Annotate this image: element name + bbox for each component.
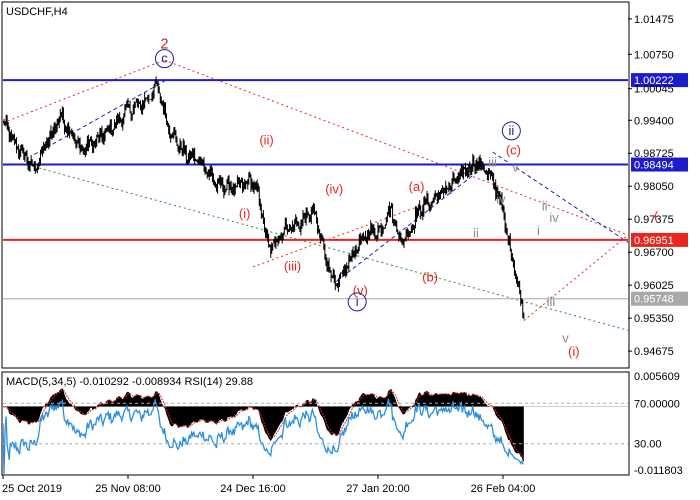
wave-label-1: c [161,51,168,66]
level-tag-0 [631,73,688,88]
macd-signal-line [3,389,525,459]
wave-circle-7 [347,292,367,312]
price-tick-label-3: 0.99400 [634,115,674,127]
wave-label-4: (iii) [284,259,301,274]
wave-label-9: (b) [422,269,438,284]
wave-labels: 2c(ii)(i)(iii)(iv)(v)i(a)(b)iiiiiiivii(c… [154,35,659,359]
level-label-2: 0.96951 [634,235,674,247]
wave-label-13: iv [496,191,506,206]
indicator-plot-area [3,388,628,474]
rsi-level-label-0: 70.00000 [634,398,680,410]
price-tick-label-0: 1.01475 [634,14,674,26]
trend-line-4 [336,163,488,282]
axes: 1.00222 0.98494 0.96951 0.95748 1.01475 1.007… [2,14,688,495]
level-tag-3 [631,291,688,306]
time-tick-label-4: 26 Feb 04:00 [471,483,536,495]
price-tick-label-9: 0.95350 [634,313,674,325]
wave-label-0: 2 [160,35,168,52]
wave-label-23: ( [654,208,659,223]
wave-label-20: iii [547,294,556,309]
wave-circle-1 [154,49,174,69]
indicator-title: MACD(5,34,5) -0.010292 -0.008934 RSI(14)… [6,376,253,388]
wave-label-5: (iv) [325,182,343,197]
trend-line-5 [492,151,628,243]
level-tag-1 [631,157,688,172]
wave-label-17: i [537,223,540,238]
rsi-line [3,397,524,474]
wave-label-19: iv [549,210,559,225]
indicator-panel-frame [1,371,630,476]
rsi-level-label-1: 30.00 [634,439,662,451]
wave-label-11: ii [473,226,479,241]
macd-tick-label-1: -0.011803 [634,465,683,477]
price-tick-label-8: 0.96025 [634,280,674,292]
price-plot-area [3,59,628,331]
wave-label-2: (ii) [259,133,273,148]
wave-label-7: i [356,294,359,309]
time-tick-label-0: 25 Oct 2019 [2,483,62,495]
wave-label-12: iii [488,155,497,170]
wave-circle-14 [501,121,521,141]
wave-label-8: (a) [409,179,425,194]
macd-tick-label-0: 0.005609 [634,371,680,383]
price-panel-frame [1,1,630,369]
wave-label-22: (i) [568,344,580,359]
price-tick-label-1: 1.00750 [634,49,674,61]
level-label-3: 0.95748 [634,294,674,306]
time-tick-label-1: 25 Nov 08:00 [95,483,160,495]
level-tag-2 [631,232,688,247]
price-tick-label-7: 0.96700 [634,247,674,259]
macd-histogram [3,388,524,463]
wave-label-18: ii [542,199,548,214]
price-chart-title: USDCHF,H4 [6,6,68,18]
wave-label-16: v [512,160,519,175]
wave-label-15: (c) [506,142,521,157]
price-bars [3,76,525,320]
trend-line-6 [252,197,441,268]
price-tick-label-2: 1.00045 [634,84,674,96]
trend-line-0 [3,59,165,124]
wave-label-3: (i) [239,206,251,221]
time-tick-label-3: 27 Jan 20:00 [346,483,410,495]
price-tick-label-5: 0.98050 [634,181,674,193]
time-tick-label-2: 24 Dec 16:00 [220,483,285,495]
level-label-1: 0.98494 [634,160,674,172]
price-tick-label-6: 0.97375 [634,214,674,226]
level-label-0: 1.00222 [634,75,674,87]
wave-label-6: (v) [353,283,368,298]
price-tick-label-10: 0.94675 [634,346,674,358]
trend-line-2 [34,80,165,155]
price-tick-label-4: 0.98725 [634,148,674,160]
wave-label-21: v [562,331,569,346]
wave-label-10: i [468,167,471,182]
wave-label-14: ii [508,123,514,138]
